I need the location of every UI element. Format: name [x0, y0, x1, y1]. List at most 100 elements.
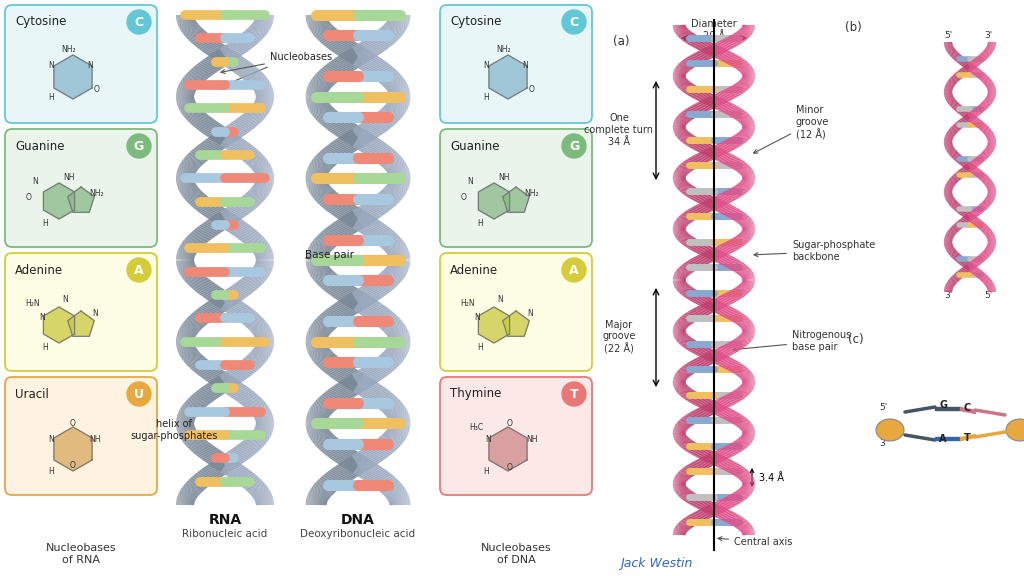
- Text: NH₂: NH₂: [497, 44, 511, 54]
- Circle shape: [562, 382, 586, 406]
- Text: O: O: [529, 85, 535, 93]
- Text: Ribonucleic acid: Ribonucleic acid: [182, 529, 267, 539]
- Text: 3': 3': [1023, 404, 1024, 412]
- Polygon shape: [503, 311, 529, 336]
- Circle shape: [127, 258, 151, 282]
- Text: N: N: [483, 60, 488, 70]
- Text: NH: NH: [526, 434, 538, 444]
- Polygon shape: [54, 427, 92, 471]
- Text: DNA: DNA: [341, 513, 375, 527]
- Text: H: H: [48, 468, 54, 476]
- Text: A: A: [134, 263, 143, 276]
- Ellipse shape: [1006, 419, 1024, 441]
- Text: NH₂: NH₂: [61, 44, 77, 54]
- Text: H₂N: H₂N: [26, 298, 40, 308]
- Text: U: U: [134, 388, 144, 400]
- Text: N: N: [62, 294, 68, 304]
- Text: Diameter
20 Å: Diameter 20 Å: [691, 19, 737, 41]
- Text: NH: NH: [89, 434, 100, 444]
- Text: 3': 3': [984, 31, 992, 40]
- Circle shape: [127, 10, 151, 34]
- Text: H₃C: H₃C: [469, 423, 483, 431]
- Text: N: N: [485, 434, 490, 444]
- Text: Thymine: Thymine: [450, 388, 502, 400]
- Text: H: H: [42, 218, 48, 228]
- Text: A: A: [939, 434, 947, 444]
- Text: T: T: [964, 433, 971, 443]
- Circle shape: [562, 134, 586, 158]
- FancyBboxPatch shape: [5, 129, 157, 247]
- Text: O: O: [507, 419, 513, 429]
- Text: Jack Westin: Jack Westin: [620, 556, 692, 570]
- Text: helix of
sugar-phosphates: helix of sugar-phosphates: [130, 419, 218, 441]
- Text: O: O: [94, 85, 100, 93]
- FancyBboxPatch shape: [440, 377, 592, 495]
- Text: (b): (b): [845, 21, 862, 35]
- Polygon shape: [68, 311, 94, 336]
- Text: 5': 5': [944, 31, 952, 40]
- Text: Nucleobases: Nucleobases: [221, 52, 332, 73]
- Text: NH: NH: [499, 172, 510, 181]
- Text: 3': 3': [879, 438, 887, 448]
- Text: Sugar-phosphate
backbone: Sugar-phosphate backbone: [754, 240, 876, 262]
- Text: C: C: [964, 403, 971, 413]
- Text: O: O: [70, 419, 76, 429]
- Text: O: O: [461, 192, 467, 202]
- Text: N: N: [39, 313, 45, 323]
- Text: N: N: [522, 60, 528, 70]
- Text: N: N: [32, 176, 38, 185]
- Text: N: N: [474, 313, 480, 323]
- Text: Uracil: Uracil: [15, 388, 49, 400]
- FancyBboxPatch shape: [440, 5, 592, 123]
- Text: (c): (c): [848, 334, 863, 347]
- Text: G: G: [134, 139, 144, 153]
- Text: Nucleobases
of DNA: Nucleobases of DNA: [480, 543, 551, 565]
- Text: 3.4 Å: 3.4 Å: [759, 473, 784, 483]
- Text: H: H: [48, 93, 54, 101]
- Text: H₂N: H₂N: [461, 298, 475, 308]
- Circle shape: [127, 134, 151, 158]
- Text: N: N: [87, 60, 93, 70]
- Text: 5': 5': [984, 290, 992, 300]
- Text: H: H: [477, 343, 483, 351]
- Polygon shape: [478, 183, 510, 219]
- Text: N: N: [527, 309, 532, 317]
- Text: O: O: [26, 192, 32, 202]
- Polygon shape: [68, 187, 94, 213]
- Text: H: H: [483, 93, 488, 101]
- Polygon shape: [54, 55, 92, 99]
- Text: G: G: [569, 139, 580, 153]
- Polygon shape: [43, 183, 75, 219]
- Text: A: A: [569, 263, 579, 276]
- Polygon shape: [488, 55, 527, 99]
- Text: NH₂: NH₂: [90, 190, 104, 199]
- Text: Central axis: Central axis: [718, 537, 793, 547]
- FancyBboxPatch shape: [5, 253, 157, 371]
- Text: Minor
groove
(12 Å): Minor groove (12 Å): [754, 105, 829, 153]
- Text: C: C: [569, 16, 579, 28]
- Text: Cytosine: Cytosine: [450, 16, 502, 28]
- Text: Guanine: Guanine: [450, 139, 500, 153]
- Text: O: O: [507, 463, 513, 472]
- Text: N: N: [48, 434, 54, 444]
- Polygon shape: [488, 427, 527, 471]
- Text: NH: NH: [63, 172, 75, 181]
- FancyBboxPatch shape: [440, 129, 592, 247]
- FancyBboxPatch shape: [5, 5, 157, 123]
- FancyBboxPatch shape: [5, 377, 157, 495]
- Polygon shape: [478, 307, 510, 343]
- Text: O: O: [70, 460, 76, 469]
- Text: 3': 3': [944, 290, 952, 300]
- Polygon shape: [43, 307, 75, 343]
- Text: One
complete turn
34 Å: One complete turn 34 Å: [585, 113, 653, 147]
- Text: H: H: [42, 343, 48, 351]
- Text: N: N: [497, 294, 503, 304]
- Text: NH₂: NH₂: [524, 190, 540, 199]
- Text: C: C: [134, 16, 143, 28]
- Circle shape: [562, 258, 586, 282]
- Text: Guanine: Guanine: [15, 139, 65, 153]
- Text: G: G: [939, 400, 947, 410]
- Text: 5': 5': [1023, 438, 1024, 448]
- Circle shape: [562, 10, 586, 34]
- Text: (a): (a): [613, 36, 630, 48]
